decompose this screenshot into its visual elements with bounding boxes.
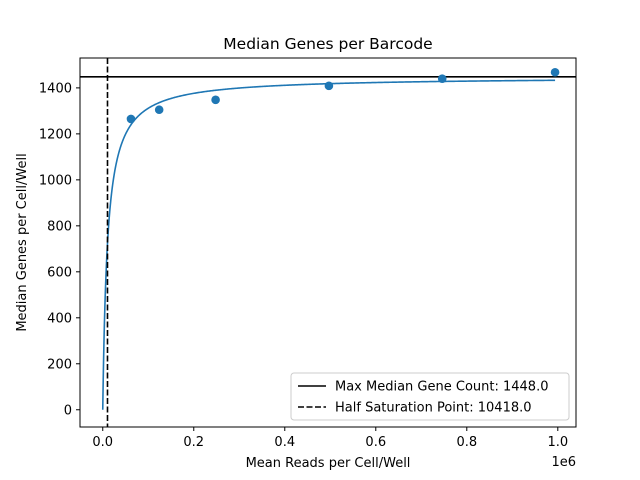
legend-entry: Max Median Gene Count: 1448.0: [335, 380, 548, 395]
x-axis-title: Mean Reads per Cell/Well: [246, 456, 411, 471]
legend-box: [290, 372, 570, 421]
x-tick-label: 0.2: [183, 435, 204, 450]
x-tick-label: 0.0: [92, 435, 113, 450]
x-tick-label: 0.8: [456, 435, 477, 450]
x-tick-label: 0.6: [365, 435, 386, 450]
y-tick-label: 400: [47, 311, 72, 326]
x-tick-label: 0.4: [274, 435, 295, 450]
legend: Max Median Gene Count: 1448.0 Half Satura…: [290, 372, 570, 421]
data-point: [324, 81, 334, 91]
fit-curve: [101, 79, 556, 410]
data-point: [154, 105, 164, 115]
x-tick-label: 1.0: [547, 435, 568, 450]
y-tick-label: 1000: [39, 173, 72, 188]
y-axis: 0 200 400 600 800 1000 1200 1400: [39, 81, 80, 418]
chart-title: Median Genes per Barcode: [223, 35, 432, 53]
y-tick-label: 600: [47, 265, 72, 280]
legend-entry: Half Saturation Point: 10418.0: [335, 401, 532, 416]
y-tick-label: 1200: [39, 127, 72, 142]
y-tick-label: 800: [47, 219, 72, 234]
y-tick-label: 200: [47, 357, 72, 372]
y-tick-label: 0: [64, 403, 72, 418]
data-point: [211, 95, 220, 105]
y-tick-label: 1400: [39, 81, 72, 96]
data-point: [126, 114, 136, 124]
y-axis-title: Median Genes per Cell/Well: [15, 153, 30, 331]
plot-area: [80, 58, 576, 427]
x-axis-offset-label: 1e6: [551, 455, 576, 470]
data-point: [550, 67, 560, 77]
x-axis: 0.0 0.2 0.4 0.6 0.8 1.0: [92, 427, 568, 450]
plot-frame: [79, 57, 577, 428]
data-point: [437, 74, 447, 83]
